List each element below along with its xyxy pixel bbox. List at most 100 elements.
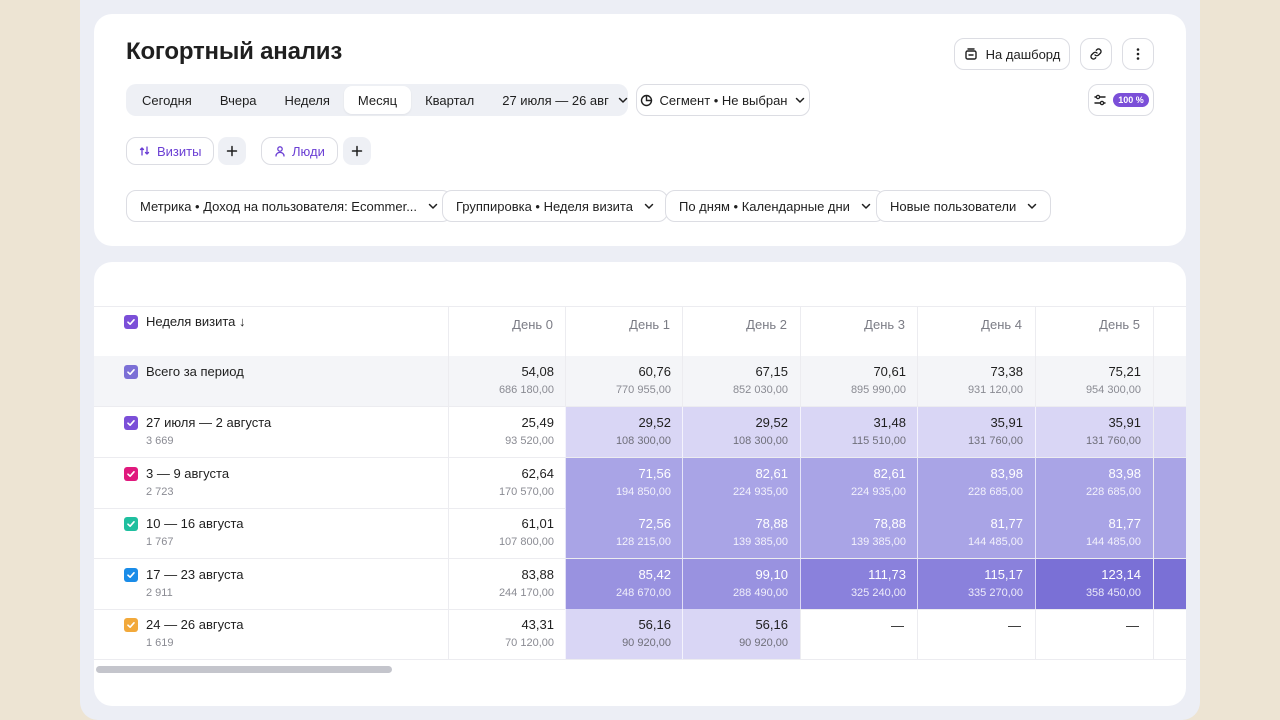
value-cell[interactable]: 70,61 895 990,00 [800, 356, 918, 406]
column-header-label: День 0 [512, 317, 553, 332]
value-cell[interactable]: 67,15 852 030,00 [682, 356, 800, 406]
value-cell[interactable]: 61,01 107 800,00 [448, 508, 566, 559]
add-people-entity-button[interactable] [343, 137, 371, 165]
value-cell[interactable]: — [1035, 609, 1153, 660]
value-cell[interactable]: — [800, 609, 918, 660]
value-cell[interactable]: 43,31 70 120,00 [448, 609, 566, 660]
row-checkbox[interactable] [124, 365, 138, 379]
row-label: 24 — 26 августа [146, 617, 244, 633]
cohort-table-card: Неделя визита ↓ День 0 День 1 День 2 День 3… [94, 262, 1186, 706]
total-row: Всего за период 54,08 686 180,00 60,76 770 9… [94, 356, 1186, 406]
value-cell[interactable]: 25,49 93 520,00 [448, 407, 566, 457]
column-header[interactable]: День 0 [448, 306, 565, 356]
group-header-cell[interactable]: Неделя визита ↓ [124, 306, 444, 356]
value-cell[interactable]: 83,88 244 170,00 [448, 558, 566, 609]
check-icon [127, 319, 135, 325]
segment-dropdown[interactable]: Сегмент • Не выбран [636, 84, 810, 116]
metric-value: 25,49 [521, 415, 554, 430]
column-header[interactable]: День 1 [565, 306, 682, 356]
entity-people-chip[interactable]: Люди [261, 137, 338, 165]
select-all-checkbox[interactable] [124, 315, 138, 329]
horizontal-scrollbar[interactable] [96, 666, 392, 673]
metric-total: 128 215,00 [615, 536, 671, 549]
entity-visits-chip[interactable]: Визиты [126, 137, 215, 165]
column-header-label: День 2 [746, 317, 787, 332]
filter-metric-dropdown[interactable]: Метрика • Доход на пользователя: Ecommer… [126, 190, 453, 222]
value-cell[interactable]: 73,38 931 120,00 [917, 356, 1035, 406]
value-cell[interactable]: 82,61 224 935,00 [682, 457, 800, 508]
value-cell[interactable]: 81,77 144 485,00 [1035, 508, 1153, 559]
dashboard-icon [964, 48, 977, 60]
value-cell[interactable]: 29,52 108 300,00 [565, 407, 683, 457]
value-cell[interactable]: — [917, 609, 1035, 660]
value-cell[interactable]: 62,64 170 570,00 [448, 457, 566, 508]
more-menu-button[interactable] [1122, 38, 1154, 70]
value-cell[interactable]: 85,42 248 670,00 [565, 558, 683, 609]
metric-value: 82,61 [873, 465, 906, 481]
column-header-label: День 4 [981, 317, 1022, 332]
value-cell[interactable]: 83,98 228 685,00 [917, 457, 1035, 508]
value-cell[interactable]: 56,16 90 920,00 [565, 609, 683, 660]
value-cell[interactable]: 123,14 358 450,00 [1035, 558, 1153, 609]
metric-total: 224 935,00 [732, 485, 788, 498]
metric-value: 83,98 [1108, 465, 1141, 481]
row-checkbox[interactable] [124, 618, 138, 633]
metric-value: 82,61 [755, 465, 788, 481]
period-month[interactable]: Месяц [343, 86, 412, 114]
plus-icon [351, 145, 363, 157]
value-cell[interactable]: 78,88 139 385,00 [682, 508, 800, 559]
row-checkbox[interactable] [124, 517, 138, 532]
plus-icon [226, 145, 238, 157]
period-yesterday[interactable]: Вчера [219, 92, 257, 108]
add-to-dashboard-button[interactable]: На дашборд [954, 38, 1070, 70]
column-header[interactable]: День 3 [800, 306, 917, 356]
period-quarter[interactable]: Квартал [425, 92, 475, 108]
column-header[interactable]: День 4 [917, 306, 1034, 356]
metric-value: 123,14 [1101, 566, 1141, 582]
period-today[interactable]: Сегодня [142, 92, 192, 108]
value-cell[interactable]: 81,77 144 485,00 [917, 508, 1035, 559]
metric-total: 335 270,00 [967, 586, 1023, 599]
metric-value: 43,31 [521, 617, 554, 633]
value-cell[interactable]: 111,73 325 240,00 [800, 558, 918, 609]
value-cell[interactable]: 78,88 139 385,00 [800, 508, 918, 559]
value-cell[interactable]: 99,10 288 490,00 [682, 558, 800, 609]
value-cell[interactable]: 83,98 228 685,00 [1035, 457, 1153, 508]
row-name-cell: 10 — 16 августа 1 767 [124, 508, 444, 558]
metric-total: 90 920,00 [622, 637, 671, 650]
metric-total: 686 180,00 [498, 384, 554, 396]
row-checkbox[interactable] [124, 466, 138, 481]
entity-people-label: Люди [292, 143, 325, 159]
value-cell[interactable]: 35,91 131 760,00 [917, 407, 1035, 457]
filter-grouping-dropdown[interactable]: Группировка • Неделя визита [442, 190, 668, 222]
value-cell[interactable]: 29,52 108 300,00 [682, 407, 800, 457]
value-cell[interactable]: 60,76 770 955,00 [565, 356, 683, 406]
value-cell[interactable]: 72,56 128 215,00 [565, 508, 683, 559]
column-header[interactable]: День 2 [682, 306, 799, 356]
metric-total: 115 510,00 [851, 435, 906, 447]
copy-link-button[interactable] [1080, 38, 1112, 70]
row-checkbox[interactable] [124, 567, 138, 582]
value-cell[interactable]: 115,17 335 270,00 [917, 558, 1035, 609]
value-cell[interactable]: 75,21 954 300,00 [1035, 356, 1153, 406]
date-range-picker[interactable]: 27 июля — 26 авг [488, 86, 643, 114]
row-user-count: 1 619 [146, 637, 174, 650]
filter-users-dropdown[interactable]: Новые пользователи [876, 190, 1052, 222]
value-cell[interactable]: 56,16 90 920,00 [682, 609, 800, 660]
metric-value: 72,56 [638, 516, 671, 532]
row-checkbox[interactable] [124, 416, 138, 430]
metric-total: 325 240,00 [850, 586, 906, 599]
value-cell[interactable]: 82,61 224 935,00 [800, 457, 918, 508]
column-header[interactable]: День 5 [1035, 306, 1152, 356]
add-visits-entity-button[interactable] [218, 137, 246, 165]
value-cell[interactable]: 31,48 115 510,00 [800, 407, 918, 457]
value-cell[interactable]: 54,08 686 180,00 [448, 356, 566, 406]
filter-days-dropdown[interactable]: По дням • Календарные дни [665, 190, 885, 222]
period-week[interactable]: Неделя [284, 92, 330, 108]
metric-value: 73,38 [990, 364, 1023, 379]
metric-total: 93 520,00 [505, 435, 554, 447]
value-cell[interactable]: 71,56 194 850,00 [565, 457, 683, 508]
settings-sampling-button[interactable]: 100 % [1088, 84, 1154, 116]
value-cell[interactable]: 35,91 131 760,00 [1035, 407, 1153, 457]
table-divider [94, 406, 1186, 407]
